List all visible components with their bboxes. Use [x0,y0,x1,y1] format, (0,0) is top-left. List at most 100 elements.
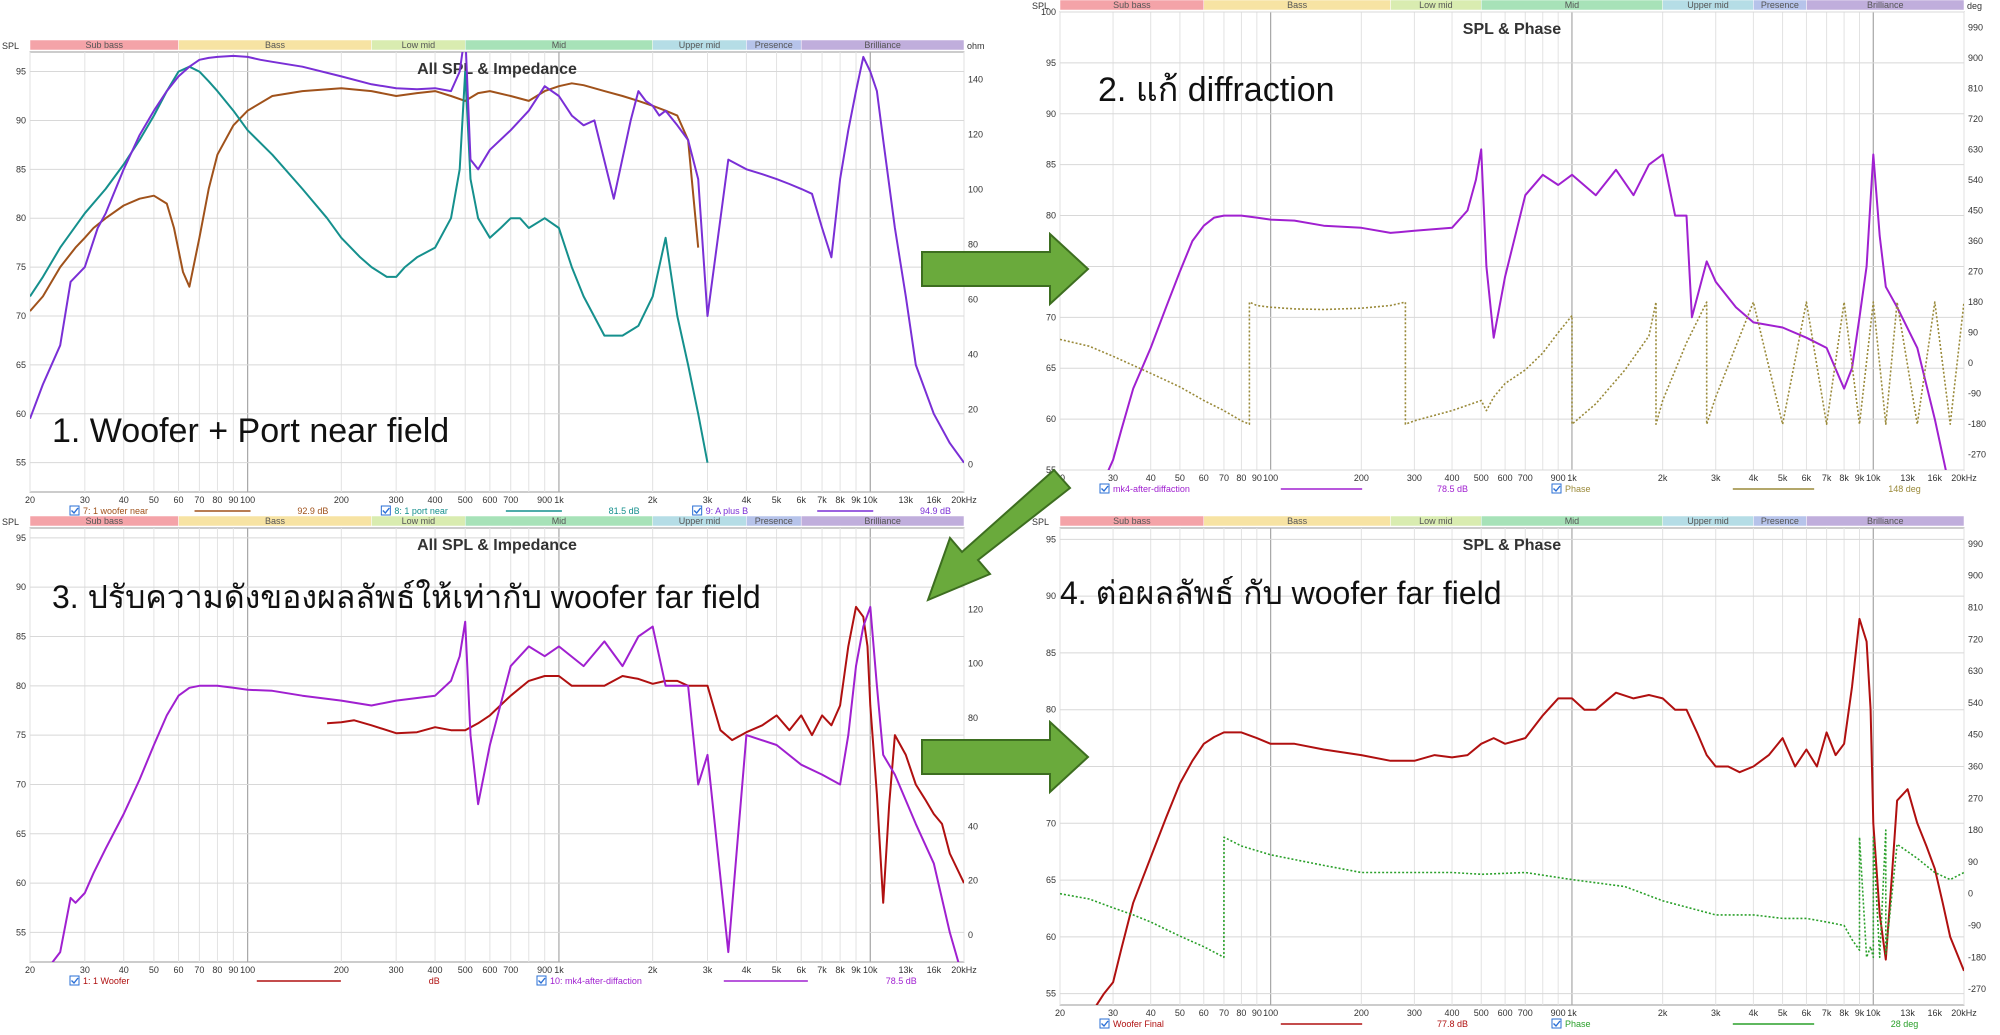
band-6 [1806,516,1965,527]
x-tick-label: 400 [1445,1008,1460,1018]
x-tick-label: 100 [1263,473,1278,483]
step-caption-3: 3. ปรับความดังของผลลัพธ์ให้เท่ากับ woofe… [52,579,761,615]
x-tick-label: 7k [1822,473,1832,483]
x-tick-label: 70 [1219,1008,1229,1018]
check-icon [693,507,702,515]
step-caption-1: 1. Woofer + Port near field [52,412,450,450]
legend-checkbox [1099,1018,1110,1029]
y2-tick-label: 720 [1968,634,1983,644]
y2-tick-label: 80 [968,713,978,723]
x-tick-label: 10k [1866,473,1881,483]
y2-tick-label: 990 [1968,539,1983,549]
check-icon [382,507,390,515]
y-tick-label: 70 [1046,818,1056,828]
x-tick-label: 16k [927,495,942,505]
y2-tick-label: 90 [1968,857,1978,867]
spl-axis-label: SPL [1032,517,1049,527]
y-tick-label: 80 [16,681,26,691]
legend-checkbox [1099,483,1110,494]
band-6 [800,516,965,527]
x-tick-label: 300 [1407,1008,1422,1018]
y2-tick-label: 40 [968,350,978,360]
x-tick-label: 16k [927,965,942,975]
band-label: Brilliance [864,40,901,50]
y-tick-label: 70 [16,779,26,789]
x-tick-label: 2k [1658,1008,1668,1018]
legend-value: 78.5 dB [886,976,917,986]
x-tick-label: 20kHz [1951,1008,1977,1018]
legend-checkbox [1551,483,1562,494]
x-tick-label: 500 [1474,1008,1489,1018]
y2-tick-label: 90 [1968,328,1978,338]
x-tick-label: 4k [742,495,752,505]
y2-tick-label: 270 [1968,793,1983,803]
x-tick-label: 5k [1778,1008,1788,1018]
legend-label: Phase [1565,484,1591,494]
band-label: Brilliance [1867,0,1904,10]
band-label: Upper mid [679,516,721,526]
chart-title: SPL & Phase [1463,21,1562,38]
y2-tick-label: 630 [1968,666,1983,676]
series-line-0 [1107,148,1947,470]
x-tick-label: 100 [240,965,255,975]
y-tick-label: 95 [16,67,26,77]
legend-checkbox [1551,1018,1562,1029]
x-tick-label: 6k [796,965,806,975]
x-tick-label: 200 [1354,1008,1369,1018]
legend-label: mk4-after-diffaction [1113,484,1190,494]
legend-value: dB [429,976,440,986]
x-tick-label: 200 [334,965,349,975]
band-label: Upper mid [679,40,721,50]
x-tick-label: 70 [194,495,204,505]
y-tick-label: 80 [1046,211,1056,221]
y2-tick-label: 810 [1968,83,1983,93]
x-tick-label: 30 [1108,473,1118,483]
legend-checkbox [69,505,80,516]
y-tick-label: 90 [1046,591,1056,601]
chart-title: All SPL & Impedance [417,537,577,554]
x-tick-label: 80 [212,495,222,505]
chart-title: All SPL & Impedance [417,61,577,78]
x-tick-label: 8k [1839,1008,1849,1018]
check-icon [1101,1020,1109,1028]
x-tick-label: 6k [1802,473,1812,483]
x-tick-label: 40 [1146,473,1156,483]
x-tick-label: 90 [1252,473,1262,483]
spl-axis-label: SPL [2,41,19,51]
y2-tick-label: 450 [1968,730,1983,740]
y2-tick-label: 900 [1968,571,1983,581]
y2-tick-label: 40 [968,821,978,831]
x-tick-label: 7k [817,495,827,505]
x-tick-label: 60 [174,965,184,975]
x-tick-label: 2k [648,495,658,505]
band-label: Bass [1287,516,1308,526]
y2-tick-label: 20 [968,876,978,886]
x-tick-label: 20kHz [951,495,977,505]
x-tick-label: 3k [1711,1008,1721,1018]
x-tick-label: 40 [119,495,129,505]
spl-axis-label: SPL [1032,1,1049,11]
x-tick-label: 80 [1236,1008,1246,1018]
x-tick-label: 70 [194,965,204,975]
y-tick-label: 90 [16,582,26,592]
x-tick-label: 600 [1498,473,1513,483]
band-label: Sub bass [1113,0,1151,10]
x-tick-label: 90 [1252,1008,1262,1018]
x-tick-label: 100 [240,495,255,505]
x-tick-label: 4k [742,965,752,975]
y2-tick-label: 20 [968,405,978,415]
y-tick-label: 60 [16,878,26,888]
x-tick-label: 4k [1749,473,1759,483]
x-tick-label: 2k [648,965,658,975]
legend-value: 92.9 dB [297,506,328,516]
y-tick-label: 90 [1046,109,1056,119]
band-label: Mid [552,40,567,50]
legend-label: 8: 1 port near [394,506,448,516]
y-tick-label: 85 [16,164,26,174]
x-tick-label: 9k [851,965,861,975]
x-tick-label: 1k [554,965,564,975]
band-label: Brilliance [864,516,901,526]
x-tick-label: 9k [851,495,861,505]
x-tick-label: 500 [458,495,473,505]
x-tick-label: 600 [1498,1008,1513,1018]
